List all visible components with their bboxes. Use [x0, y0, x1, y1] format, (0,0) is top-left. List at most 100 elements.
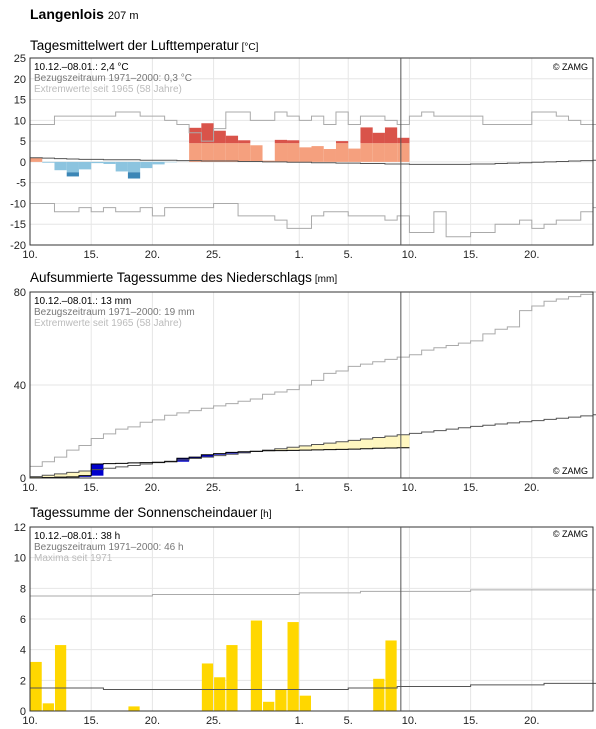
- legend-line: Bezugszeitraum 1971–2000: 19 mm: [34, 307, 195, 318]
- temp-bar: [250, 145, 263, 162]
- x-tick-label: 10.: [22, 715, 37, 727]
- x-tick-label: 15.: [463, 715, 478, 727]
- sunshine-bar: [226, 645, 238, 711]
- precip-daily-bar: [201, 454, 214, 458]
- plot-border: [29, 291, 594, 479]
- copyright-label: © ZAMG: [553, 529, 588, 539]
- precip-deficit-fill: [397, 434, 410, 448]
- temp-bar: [78, 161, 92, 170]
- x-tick-label: 20.: [524, 249, 539, 261]
- x-tick-label: 10.: [22, 249, 37, 261]
- temp-chart-title: Tagesmittelwert der Lufttemperatur [°C]: [30, 38, 259, 53]
- temp-bar-excess: [372, 132, 385, 144]
- temp-bar: [372, 143, 385, 162]
- y-tick-label: 2: [20, 675, 26, 687]
- legend-line: Maxima seit 1971: [34, 553, 113, 564]
- station-altitude: 207 m: [107, 10, 139, 22]
- temp-bar-excess: [189, 127, 202, 144]
- temp-bar: [54, 161, 67, 171]
- sunshine-bar: [250, 620, 263, 711]
- precip-deficit-fill: [335, 441, 349, 450]
- temp-bar: [152, 161, 165, 165]
- x-tick-label: 20.: [524, 715, 539, 727]
- precip-daily-bar: [213, 453, 226, 455]
- temp-bar: [30, 157, 43, 162]
- y-tick-label: 4: [20, 645, 26, 657]
- temp-bar-excess: [213, 130, 226, 144]
- precip-deficit-fill: [311, 444, 324, 450]
- copyright-label: © ZAMG: [553, 62, 588, 72]
- sunshine-bar: [214, 677, 226, 711]
- x-tick-label: 5.: [344, 249, 353, 261]
- y-tick-label: 10: [14, 115, 26, 127]
- x-tick-label: 1.: [295, 482, 304, 494]
- sunshine-bar: [54, 645, 67, 711]
- x-tick-label: 10.: [22, 482, 37, 494]
- copyright-label: © ZAMG: [553, 466, 588, 476]
- precip-daily-bar: [78, 475, 92, 477]
- x-tick-label: 5.: [344, 715, 353, 727]
- temp-bar: [91, 161, 104, 164]
- station-header: Langenlois 207 m: [30, 6, 138, 22]
- temp-bar-excess: [274, 139, 288, 144]
- legend-line: Extremwerte seit 1965 (58 Jahre): [34, 84, 182, 95]
- extreme-max-line: [30, 291, 596, 467]
- y-tick-label: 80: [14, 287, 26, 299]
- sunshine-bar: [128, 706, 140, 711]
- temp-bar-excess: [238, 140, 251, 144]
- plot-border: [29, 526, 594, 712]
- precip-deficit-fill: [54, 473, 67, 478]
- actual-line: [30, 447, 410, 479]
- precip-deficit-fill: [42, 475, 55, 478]
- temp-bar: [397, 143, 410, 162]
- temp-bar: [127, 161, 141, 173]
- x-tick-label: 15.: [84, 249, 99, 261]
- extreme-max-line: [30, 111, 596, 142]
- sunshine-bar: [385, 640, 397, 711]
- temp-bar: [213, 143, 226, 162]
- temp-bar-excess: [127, 172, 141, 179]
- temp-bar: [360, 143, 373, 162]
- x-tick-label: 15.: [84, 715, 99, 727]
- sunshine-bar: [42, 703, 54, 711]
- x-tick-label: 20.: [524, 482, 539, 494]
- legend-line: Bezugszeitraum 1971–2000: 46 h: [34, 542, 184, 553]
- temp-bar: [115, 161, 128, 172]
- y-tick-label: -10: [10, 198, 26, 210]
- normal-line: [30, 682, 596, 691]
- x-tick-label: 25.: [206, 482, 221, 494]
- temp-bar-excess: [360, 127, 373, 144]
- precip-deficit-fill: [360, 438, 373, 449]
- temp-bar-excess: [397, 137, 410, 144]
- temp-bar: [189, 143, 202, 162]
- temp-bar-excess: [201, 123, 214, 144]
- y-tick-label: -5: [16, 178, 26, 190]
- precip-deficit-fill: [66, 472, 79, 477]
- temp-bar: [201, 143, 214, 162]
- sunshine-bar: [201, 663, 214, 711]
- x-tick-label: 5.: [344, 482, 353, 494]
- y-tick-label: 0: [20, 157, 26, 169]
- y-tick-label: -15: [10, 219, 26, 231]
- precip-deficit-fill: [372, 437, 385, 449]
- y-tick-label: 20: [14, 74, 26, 86]
- temp-bar: [262, 160, 275, 162]
- legend-line: 10.12.–08.01.: 13 mm: [34, 296, 131, 307]
- extreme-min-line: [30, 202, 596, 238]
- x-tick-label: 15.: [84, 482, 99, 494]
- temp-bar: [238, 143, 251, 162]
- temp-bar-excess: [384, 127, 398, 144]
- precip-chart-title: Aufsummierte Tagessumme des Niederschlag…: [30, 270, 338, 285]
- temp-bar: [287, 143, 300, 162]
- precip-deficit-fill: [323, 443, 336, 450]
- temp-bar: [42, 161, 55, 163]
- temp-bar: [384, 143, 398, 162]
- temp-bar: [103, 161, 116, 164]
- x-tick-label: 25.: [206, 715, 221, 727]
- temp-bar-excess: [287, 140, 300, 144]
- normal-line: [30, 414, 596, 478]
- y-tick-label: 6: [20, 614, 26, 626]
- x-tick-label: 1.: [295, 715, 304, 727]
